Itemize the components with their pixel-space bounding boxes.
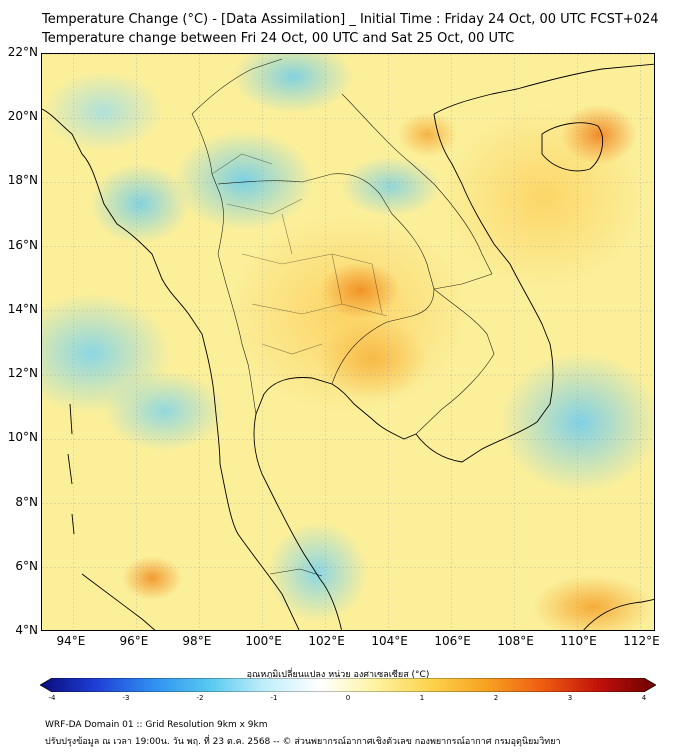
colorbar-tick-label: -1 xyxy=(270,694,278,702)
lon-label: 112°E xyxy=(623,634,660,648)
colorbar-tick-label: 3 xyxy=(567,694,573,702)
colorbar-tick-label: 4 xyxy=(641,694,647,702)
colorbar-tick-label: -2 xyxy=(196,694,204,702)
gulf-of-thailand-coast xyxy=(253,377,417,630)
vietnam-south-coast xyxy=(415,113,554,463)
lon-label: 110°E xyxy=(560,634,597,648)
border-laos-vietnam xyxy=(341,93,493,275)
lon-label: 102°E xyxy=(308,634,345,648)
myanmar-coastline xyxy=(42,108,239,535)
lat-label: 22°N xyxy=(7,45,38,59)
border-cambodia-vietnam xyxy=(415,288,495,435)
colorbar-title: อุณหภูมิเปลี่ยนแปลง หน่วย องศาเซลเซียส (… xyxy=(246,670,430,680)
coastlines xyxy=(42,63,654,630)
lat-label: 18°N xyxy=(7,173,38,188)
lon-label: 106°E xyxy=(434,634,471,648)
province-lines xyxy=(211,153,388,355)
border-myanmar-china xyxy=(191,58,283,115)
borneo-coast xyxy=(583,598,654,630)
colorbar-tick-label: 2 xyxy=(493,694,499,702)
hainan-island xyxy=(541,122,604,172)
lat-label: 8°N xyxy=(15,494,38,509)
lat-label: 10°N xyxy=(7,430,38,445)
lon-label: 98°E xyxy=(182,634,212,648)
border-thailand-cambodia xyxy=(331,288,435,385)
map-overlay xyxy=(42,54,654,630)
border-laos-cambodia xyxy=(433,273,493,290)
lon-label: 94°E xyxy=(56,634,86,648)
map-title: Temperature Change (°C) - [Data Assimila… xyxy=(42,12,659,27)
gulf-of-tonkin-coast xyxy=(433,63,654,115)
lat-label: 16°N xyxy=(7,237,38,252)
malay-west-coast xyxy=(237,533,300,630)
colorbar-tick-label: 0 xyxy=(345,694,351,702)
map-subtitle: Temperature change between Fri 24 Oct, 0… xyxy=(42,31,515,46)
andaman-islands xyxy=(67,403,75,535)
lat-label: 12°N xyxy=(7,366,38,381)
lon-label: 108°E xyxy=(497,634,534,648)
country-borders xyxy=(191,58,495,577)
footer-model-info: WRF-DA Domain 01 :: Grid Resolution 9km … xyxy=(45,720,268,730)
lat-label: 14°N xyxy=(7,301,38,316)
lon-label: 104°E xyxy=(371,634,408,648)
border-myanmar-thailand xyxy=(191,113,257,415)
colorbar xyxy=(40,678,656,692)
colorbar-tick-label: 1 xyxy=(419,694,425,702)
lon-label: 96°E xyxy=(119,634,149,648)
lat-label: 20°N xyxy=(7,109,38,124)
temperature-change-map xyxy=(41,53,655,631)
footer-update-info: ปรับปรุงข้อมูล ณ เวลา 19:00น. วัน พฤ. ที… xyxy=(45,737,561,747)
colorbar-tick-label: -4 xyxy=(48,694,56,702)
lat-label: 6°N xyxy=(15,558,38,573)
border-thailand-malaysia xyxy=(269,568,323,577)
lon-label: 100°E xyxy=(245,634,282,648)
lat-lon-grid xyxy=(42,54,654,630)
colorbar-tick-label: -3 xyxy=(122,694,130,702)
border-thailand-laos xyxy=(217,173,435,290)
lat-label: 4°N xyxy=(15,623,38,637)
sumatra-coast xyxy=(81,573,156,630)
